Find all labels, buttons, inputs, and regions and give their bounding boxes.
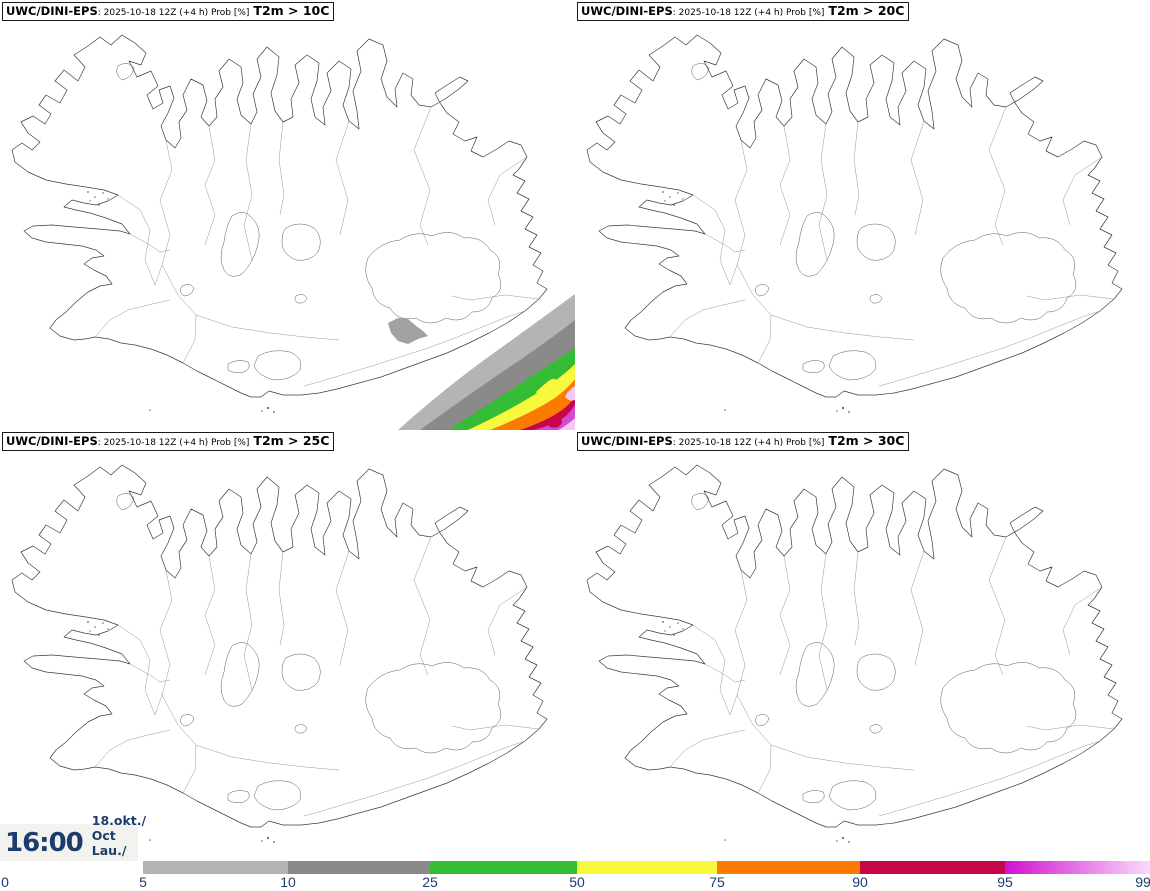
valid-time: 16:00 [5,827,84,858]
colorbar-segment [577,861,717,874]
panel-title: UWC/DINI-EPS: 2025-10-18 12Z (+4 h) Prob… [2,2,335,22]
model-name: UWC/DINI-EPS [581,434,673,448]
colorbar-bar [0,861,1150,874]
valid-time-box: 16:00 18.okt./ Oct Lau./ Sat [0,813,146,873]
colorbar-segment [430,861,577,874]
parameter-label: T2m > 30C [828,433,905,448]
colorbar-segment [1005,861,1150,874]
probability-overlay [388,294,575,430]
colorbar-tick-label: 5 [139,874,147,890]
valid-date-line2: Lau./ Sat [91,842,127,873]
parameter-label: T2m > 20C [828,3,905,18]
panel-title: UWC/DINI-EPS: 2025-10-18 12Z (+4 h) Prob… [577,2,910,22]
iceland-map [11,440,548,844]
valid-date-line1: 18.okt./ Oct [91,812,147,843]
colorbar-segment [143,861,288,874]
iceland-map [11,10,575,430]
iceland-map [586,440,1123,844]
colorbar-tick-label: 75 [709,874,725,890]
model-name: UWC/DINI-EPS [6,434,98,448]
panel-t2m-gt-20c: UWC/DINI-EPS: 2025-10-18 12Z (+4 h) Prob… [575,0,1150,430]
parameter-label: T2m > 10C [253,3,330,18]
colorbar-segment [860,861,1005,874]
run-info: : 2025-10-18 12Z (+4 h) Prob [%] [97,8,250,18]
colorbar-tick-label: 95 [997,874,1013,890]
valid-date: 18.okt./ Oct Lau./ Sat [92,813,146,873]
parameter-label: T2m > 25C [253,433,330,448]
colorbar-tick-label: 90 [852,874,868,890]
colorbar-tick-label: 50 [569,874,585,890]
colorbar-tick-label: 0 [1,874,9,890]
iceland-map [586,10,1123,414]
panel-t2m-gt-25c: UWC/DINI-EPS: 2025-10-18 12Z (+4 h) Prob… [0,430,575,860]
model-name: UWC/DINI-EPS [6,4,98,18]
panel-title: UWC/DINI-EPS: 2025-10-18 12Z (+4 h) Prob… [2,432,335,452]
colorbar-tick-label: 99 [1135,874,1150,890]
model-name: UWC/DINI-EPS [581,4,673,18]
panel-t2m-gt-10c: UWC/DINI-EPS: 2025-10-18 12Z (+4 h) Prob… [0,0,575,430]
colorbar-segment [288,861,430,874]
colorbar-tick-label: 25 [422,874,438,890]
run-info: : 2025-10-18 12Z (+4 h) Prob [%] [672,438,825,448]
panel-title: UWC/DINI-EPS: 2025-10-18 12Z (+4 h) Prob… [577,432,910,452]
run-info: : 2025-10-18 12Z (+4 h) Prob [%] [97,438,250,448]
colorbar-segment [717,861,860,874]
panel-t2m-gt-30c: UWC/DINI-EPS: 2025-10-18 12Z (+4 h) Prob… [575,430,1150,860]
run-info: : 2025-10-18 12Z (+4 h) Prob [%] [672,8,825,18]
colorbar-tick-label: 10 [280,874,296,890]
